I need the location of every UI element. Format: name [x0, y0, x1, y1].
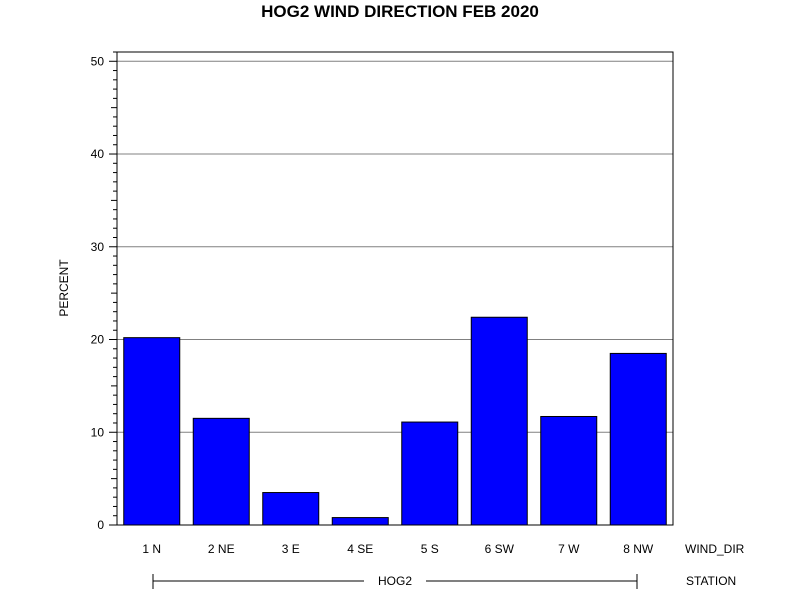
- y-tick-label: 0: [97, 518, 104, 532]
- x-tick-label: 2 NE: [208, 542, 235, 556]
- bar: [192, 417, 250, 526]
- bar: [540, 415, 598, 526]
- x-axis-label: WIND_DIR: [685, 542, 745, 556]
- x-axis-labels: 1 N 2 NE 3 E 4 SE 5 S 6 SW 7 W 8 NW: [142, 542, 654, 556]
- x-tick-label: 3 E: [282, 542, 300, 556]
- x-tick-label: 8 NW: [623, 542, 654, 556]
- group-label: HOG2: [378, 574, 412, 588]
- bar: [123, 337, 181, 526]
- y-tick-label: 20: [91, 333, 105, 347]
- bar: [331, 517, 389, 526]
- bar: [262, 492, 320, 526]
- x-tick-label: 1 N: [142, 542, 161, 556]
- x-tick-label: 5 S: [421, 542, 439, 556]
- plot-frame: [116, 51, 674, 526]
- bar: [401, 421, 459, 526]
- x-tick-label: 4 SE: [347, 542, 373, 556]
- y-axis-label: PERCENT: [57, 259, 71, 317]
- gridlines: [117, 60, 673, 433]
- group-axis-label: STATION: [686, 574, 736, 588]
- x-tick-label: 7 W: [558, 542, 580, 556]
- bars: [123, 316, 667, 526]
- y-tick-label: 50: [91, 54, 105, 68]
- y-tick-label: 30: [91, 240, 105, 254]
- bar: [470, 316, 528, 526]
- chart-title: HOG2 WIND DIRECTION FEB 2020: [261, 2, 539, 21]
- y-tick-label: 10: [91, 425, 105, 439]
- x-tick-label: 6 SW: [485, 542, 515, 556]
- bar: [609, 352, 667, 526]
- y-tick-label: 40: [91, 147, 105, 161]
- y-axis: 0 10 20 30 40 50: [91, 51, 117, 532]
